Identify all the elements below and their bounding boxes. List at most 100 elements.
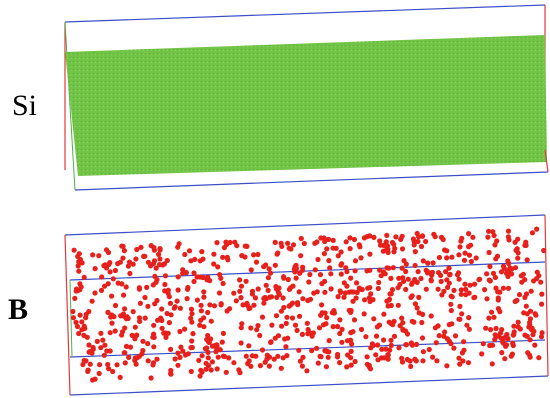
b-atom: [91, 345, 96, 350]
b-atom: [236, 367, 241, 372]
b-atom: [516, 320, 521, 325]
b-atom: [326, 258, 331, 263]
b-atom: [207, 278, 212, 283]
b-atom: [96, 253, 101, 258]
b-atom: [384, 233, 389, 238]
b-atom: [461, 339, 466, 344]
b-atom: [146, 260, 151, 265]
b-atom: [113, 268, 118, 273]
b-atom: [389, 343, 394, 348]
b-atom: [133, 325, 138, 330]
b-atom: [279, 324, 284, 329]
b-atom: [234, 298, 239, 303]
b-atom: [231, 360, 236, 365]
b-atom: [491, 271, 496, 276]
b-atom: [253, 295, 258, 300]
b-atom: [269, 323, 274, 328]
b-atom: [462, 258, 467, 263]
b-atom: [297, 271, 302, 276]
b-atom: [220, 255, 225, 260]
b-atom: [474, 255, 479, 260]
b-atom: [392, 246, 397, 251]
b-atom: [142, 295, 147, 300]
b-atom: [499, 350, 504, 355]
b-atom: [412, 357, 417, 362]
b-atom: [460, 350, 465, 355]
b-atom: [300, 355, 305, 360]
b-atom: [227, 306, 232, 311]
b-atom: [381, 337, 386, 342]
b-atom: [353, 268, 358, 273]
b-atom: [483, 326, 488, 331]
b-atom: [189, 369, 194, 374]
b-atom: [466, 244, 471, 249]
b-atom: [337, 317, 342, 322]
b-atom: [268, 271, 273, 276]
b-atom: [445, 336, 450, 341]
b-atom: [408, 364, 413, 369]
b-atom: [441, 289, 446, 294]
b-atom: [114, 362, 119, 367]
b-atom: [457, 244, 462, 249]
b-atom: [71, 315, 76, 320]
b-atom: [416, 234, 421, 239]
b-atom: [118, 260, 123, 265]
b-atom: [392, 319, 397, 324]
b-atom: [151, 344, 156, 349]
b-atom: [484, 271, 489, 276]
b-atom: [379, 347, 384, 352]
b-atom: [455, 272, 460, 277]
b-atom: [389, 303, 394, 308]
b-atom: [459, 287, 464, 292]
b-atom: [191, 279, 196, 284]
b-atom: [295, 328, 300, 333]
b-atom: [160, 326, 165, 331]
b-atom: [506, 229, 511, 234]
b-atom: [410, 319, 415, 324]
b-atom: [362, 297, 367, 302]
b-atom: [532, 343, 537, 348]
b-atom: [484, 296, 489, 301]
b-atom: [509, 271, 514, 276]
b-atom: [405, 331, 410, 336]
b-atom: [324, 315, 329, 320]
b-atom: [284, 321, 289, 326]
b-atom: [448, 302, 453, 307]
b-atom: [176, 287, 181, 292]
b-atom: [169, 312, 174, 317]
b-atom: [318, 354, 323, 359]
b-atom: [192, 257, 197, 262]
b-atom: [205, 350, 210, 355]
b-atom: [237, 289, 242, 294]
b-atom: [348, 276, 353, 281]
b-atom: [248, 364, 253, 369]
b-atom: [393, 234, 398, 239]
b-atom: [349, 363, 354, 368]
b-atom: [472, 282, 477, 287]
b-atom: [413, 249, 418, 254]
b-atom: [102, 353, 107, 358]
b-atom: [79, 284, 84, 289]
b-atom: [157, 246, 162, 251]
b-atom: [151, 261, 156, 266]
b-atom: [341, 295, 346, 300]
b-atom: [326, 355, 331, 360]
b-atom: [344, 284, 349, 289]
b-atom: [410, 293, 415, 298]
b-atom: [479, 351, 484, 356]
b-atom: [300, 296, 305, 301]
b-atom: [77, 251, 82, 256]
b-atom: [116, 281, 121, 286]
b-atom: [348, 330, 353, 335]
b-atom: [347, 235, 352, 240]
b-atom: [365, 362, 370, 367]
b-atom: [157, 256, 162, 261]
b-atom: [154, 357, 159, 362]
b-atom: [437, 255, 442, 260]
b-atom: [450, 294, 455, 299]
b-atom: [353, 258, 358, 263]
box-edge: [70, 262, 545, 280]
b-atom: [381, 312, 386, 317]
b-atom: [515, 256, 520, 261]
b-atom: [251, 303, 256, 308]
